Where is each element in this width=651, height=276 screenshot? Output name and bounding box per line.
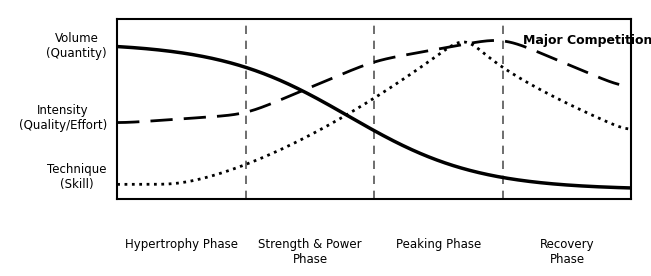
Text: Peaking Phase: Peaking Phase xyxy=(396,238,481,251)
Text: Technique
(Skill): Technique (Skill) xyxy=(48,163,107,191)
Text: Intensity
(Quality/Effort): Intensity (Quality/Effort) xyxy=(19,104,107,132)
Text: Strength & Power
Phase: Strength & Power Phase xyxy=(258,238,362,266)
Text: Recovery
Phase: Recovery Phase xyxy=(540,238,594,266)
Text: Hypertrophy Phase: Hypertrophy Phase xyxy=(125,238,238,251)
Text: Volume
(Quantity): Volume (Quantity) xyxy=(46,32,107,60)
Text: Major Competitions: Major Competitions xyxy=(523,34,651,47)
